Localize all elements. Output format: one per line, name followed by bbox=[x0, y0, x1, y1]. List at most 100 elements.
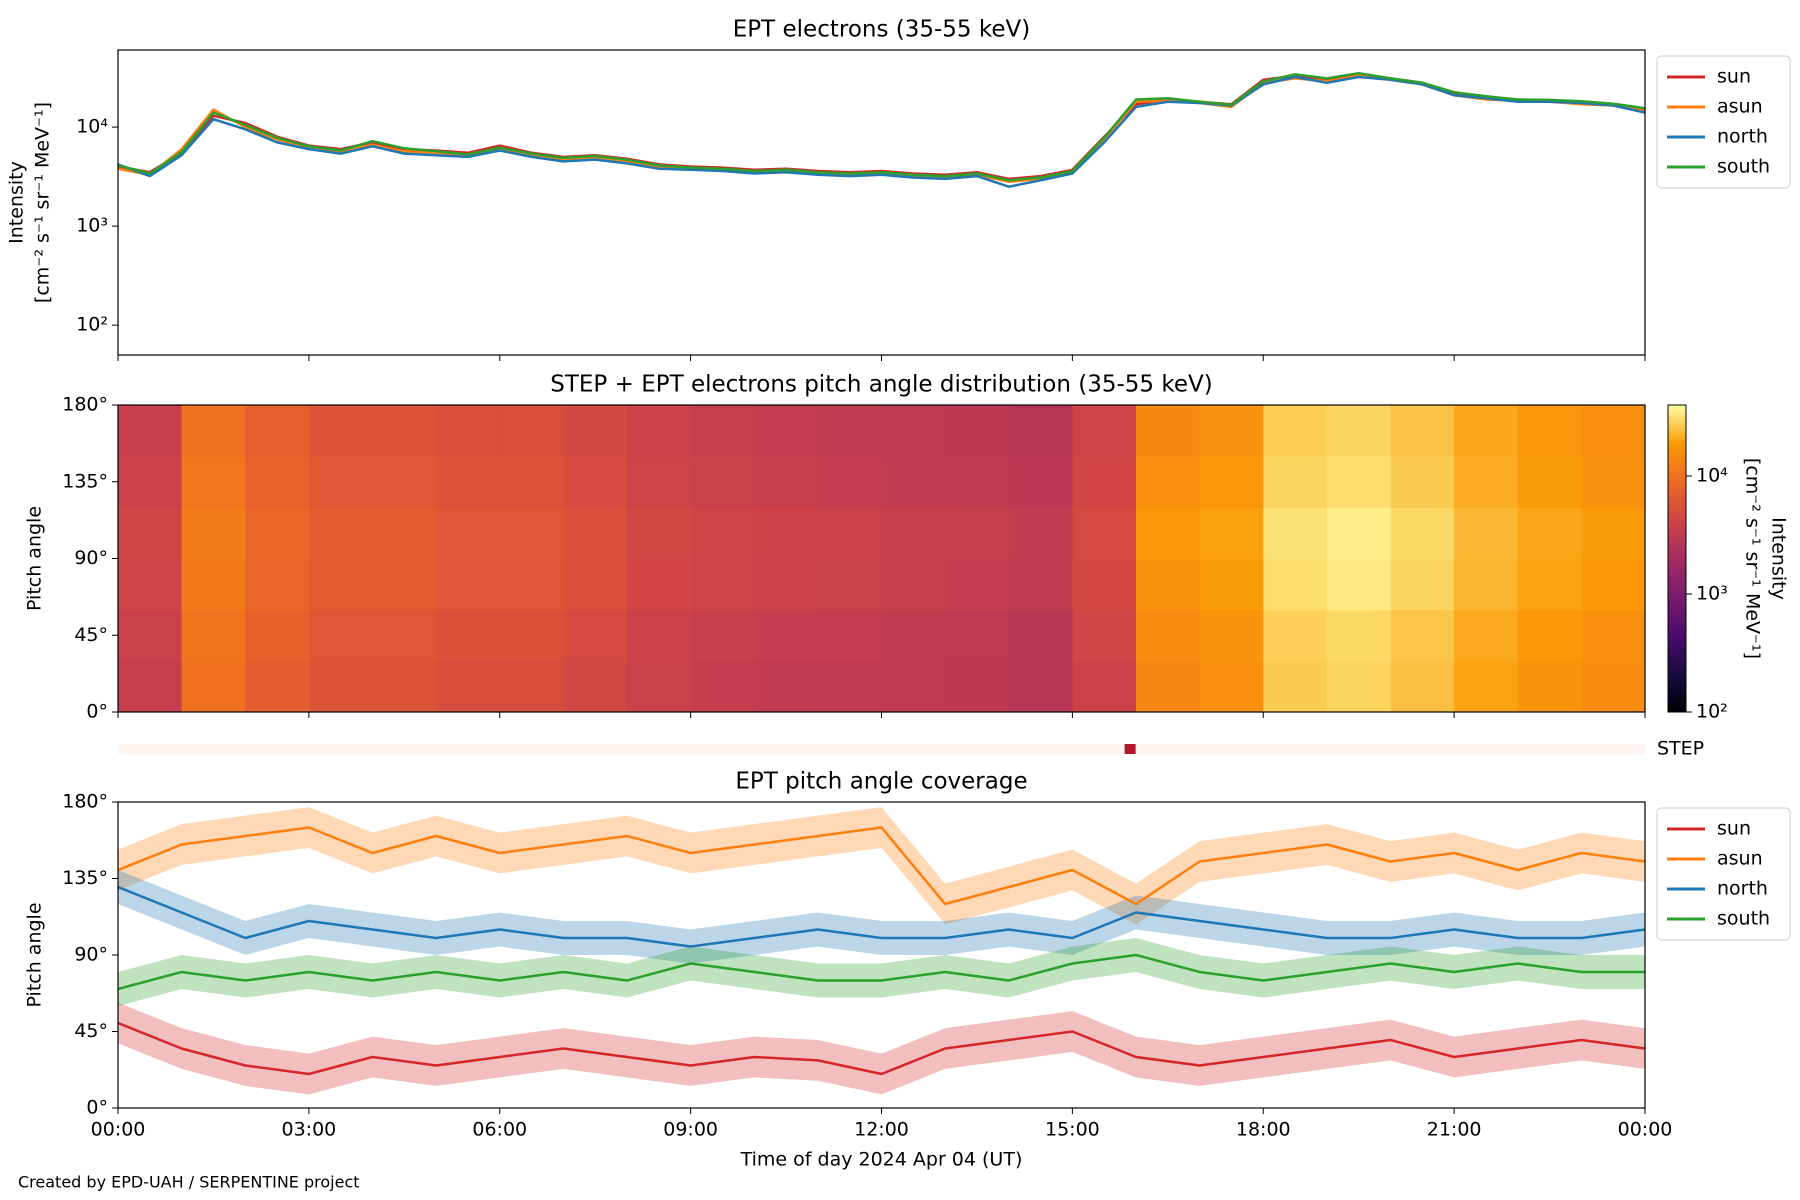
heatmap-cell bbox=[1263, 558, 1328, 611]
heatmap-cell bbox=[1454, 609, 1519, 662]
y-axis-label: Pitch angle bbox=[24, 506, 46, 611]
colorbar bbox=[1667, 404, 1687, 713]
heatmap-cell bbox=[1581, 456, 1646, 508]
heatmap-cell bbox=[118, 405, 183, 457]
heatmap-cell bbox=[1136, 558, 1201, 611]
y-tick-label: 180° bbox=[62, 791, 108, 813]
chart-title: EPT electrons (35-55 keV) bbox=[733, 17, 1030, 43]
y-tick-label: 10² bbox=[76, 314, 108, 336]
heatmap-cell bbox=[754, 405, 819, 457]
heatmap-cell bbox=[754, 558, 819, 611]
coverage-band bbox=[118, 1002, 1645, 1095]
heatmap-cell bbox=[1326, 456, 1391, 508]
y-tick-label: 45° bbox=[74, 624, 108, 646]
coverage-band bbox=[118, 870, 1645, 964]
legend-box bbox=[1656, 55, 1791, 189]
heatmap-cell bbox=[308, 507, 373, 559]
series-line bbox=[117, 953, 1645, 991]
heatmap-cell bbox=[1517, 507, 1582, 559]
heatmap-cell bbox=[499, 609, 564, 662]
strip-background bbox=[118, 744, 1645, 754]
heatmap-cell bbox=[1008, 507, 1073, 559]
heatmap-cell bbox=[1390, 405, 1455, 457]
x-tick-label: 12:00 bbox=[854, 1119, 909, 1141]
heatmap-cell bbox=[1517, 558, 1582, 611]
heatmap-cell bbox=[817, 456, 882, 508]
series-line bbox=[117, 74, 1646, 184]
heatmap-cell bbox=[563, 456, 628, 508]
heatmap-cell bbox=[118, 609, 183, 662]
heatmap-cell bbox=[1517, 660, 1582, 713]
heatmap-cell bbox=[1199, 507, 1264, 559]
y-tick-label: 10³ bbox=[76, 215, 108, 237]
heatmap-cell bbox=[1199, 660, 1264, 713]
x-tick-label: 18:00 bbox=[1236, 1119, 1291, 1141]
heatmap-cell bbox=[372, 507, 437, 559]
legend-label: south bbox=[1717, 156, 1770, 178]
heatmap-cell bbox=[499, 558, 564, 611]
heatmap-cell bbox=[1072, 456, 1137, 508]
heatmap-cell bbox=[754, 609, 819, 662]
strip-label: STEP bbox=[1657, 738, 1704, 760]
heatmap-cell bbox=[563, 558, 628, 611]
heatmap-cell bbox=[690, 558, 755, 611]
heatmap-cell bbox=[1008, 456, 1073, 508]
heatmap-cell bbox=[1008, 609, 1073, 662]
heatmap-cell bbox=[1136, 507, 1201, 559]
heatmap-cell bbox=[1072, 405, 1137, 457]
heatmap-cell bbox=[563, 507, 628, 559]
heatmap-cell bbox=[1199, 558, 1264, 611]
footer: Created by EPD-UAH / SERPENTINE project bbox=[18, 1173, 360, 1192]
heatmap-cell bbox=[627, 507, 692, 559]
heatmap-cell bbox=[245, 660, 310, 713]
legend-label: asun bbox=[1717, 96, 1763, 118]
legend-label: north bbox=[1717, 878, 1768, 900]
legend-label: asun bbox=[1717, 848, 1763, 870]
heatmap-cell bbox=[1390, 609, 1455, 662]
heatmap-cell bbox=[308, 609, 373, 662]
y-tick-label: 45° bbox=[74, 1020, 108, 1042]
heatmap-cell bbox=[881, 558, 946, 611]
heatmap-cell bbox=[372, 660, 437, 713]
heatmap-cell bbox=[881, 609, 946, 662]
heatmap-cell bbox=[118, 558, 183, 611]
coverage-band bbox=[118, 938, 1645, 1006]
x-tick-label: 03:00 bbox=[281, 1119, 336, 1141]
series-line bbox=[117, 73, 1646, 181]
heatmap-cell bbox=[563, 405, 628, 457]
heatmap-cell bbox=[1581, 405, 1646, 457]
heatmap-cell bbox=[245, 609, 310, 662]
heatmap-cell bbox=[499, 660, 564, 713]
heatmap-cell bbox=[1390, 660, 1455, 713]
heatmap-cell bbox=[945, 405, 1010, 457]
heatmap-cell bbox=[1136, 405, 1201, 457]
heatmap-cell bbox=[627, 558, 692, 611]
heatmap-cell bbox=[245, 405, 310, 457]
heatmap-cell bbox=[945, 456, 1010, 508]
y-tick-label: 10⁴ bbox=[76, 116, 108, 138]
heatmap-cell bbox=[436, 405, 501, 457]
heatmap-cell bbox=[945, 609, 1010, 662]
x-tick-label: 00:00 bbox=[91, 1119, 146, 1141]
heatmap-cell bbox=[1199, 456, 1264, 508]
heatmap-cell bbox=[1008, 660, 1073, 713]
heatmap-cell bbox=[499, 405, 564, 457]
heatmap-cell bbox=[1390, 558, 1455, 611]
colorbar-label: Intensity bbox=[1768, 517, 1790, 600]
colorbar-tick-label: 10² bbox=[1696, 701, 1728, 723]
y-tick-label: 90° bbox=[74, 944, 108, 966]
heatmap-cell bbox=[1263, 660, 1328, 713]
heatmap-cell bbox=[817, 405, 882, 457]
heatmap-cell bbox=[563, 609, 628, 662]
heatmap-cell bbox=[1072, 558, 1137, 611]
x-tick-label: 09:00 bbox=[663, 1119, 718, 1141]
heatmap-cell bbox=[817, 558, 882, 611]
heatmap-cell bbox=[372, 405, 437, 457]
heatmap-cell bbox=[881, 660, 946, 713]
heatmap-cell bbox=[690, 507, 755, 559]
heatmap-cell bbox=[1326, 558, 1391, 611]
legend-label: south bbox=[1717, 908, 1770, 930]
heatmap-cell bbox=[945, 558, 1010, 611]
series-line bbox=[117, 1021, 1646, 1076]
